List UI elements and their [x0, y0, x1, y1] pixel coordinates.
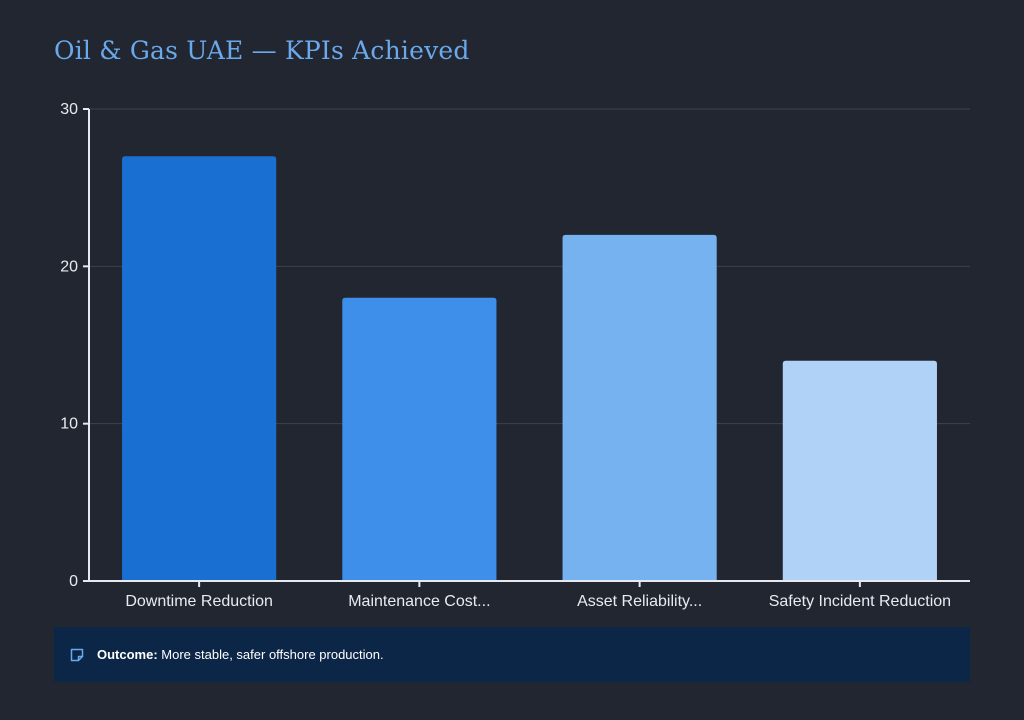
axes — [83, 108, 970, 587]
bars — [122, 156, 937, 581]
y-tick-label: 20 — [60, 258, 78, 275]
x-tick-labels: Downtime Reduction Maintenance Cost... Ass… — [125, 593, 951, 610]
outcome-text: Outcome: More stable, safer offshore pro… — [97, 647, 384, 662]
x-tick-label: Maintenance Cost... — [348, 593, 490, 610]
chart-title: Oil & Gas UAE — KPIs Achieved — [54, 36, 470, 65]
outcome-label: Outcome: — [97, 647, 158, 662]
y-tick-labels: 0 10 20 30 — [60, 101, 78, 590]
bar-3 — [562, 234, 717, 581]
y-tick-label: 10 — [60, 416, 78, 433]
x-tick-label: Downtime Reduction — [125, 593, 273, 610]
y-tick-label: 0 — [69, 573, 78, 590]
bar-chart: 0 10 20 30 Downtime Reduction Maintenance Co… — [60, 101, 970, 610]
outcome-callout: Outcome: More stable, safer offshore pro… — [54, 627, 970, 682]
x-tick-label: Safety Incident Reduction — [769, 593, 951, 610]
bar-4 — [782, 360, 937, 581]
bar-1 — [122, 156, 277, 581]
outcome-description: More stable, safer offshore production. — [157, 647, 384, 662]
note-icon — [70, 648, 84, 661]
x-tick-label: Asset Reliability... — [577, 593, 702, 610]
y-tick-label: 30 — [60, 101, 78, 118]
bar-2 — [342, 297, 497, 581]
